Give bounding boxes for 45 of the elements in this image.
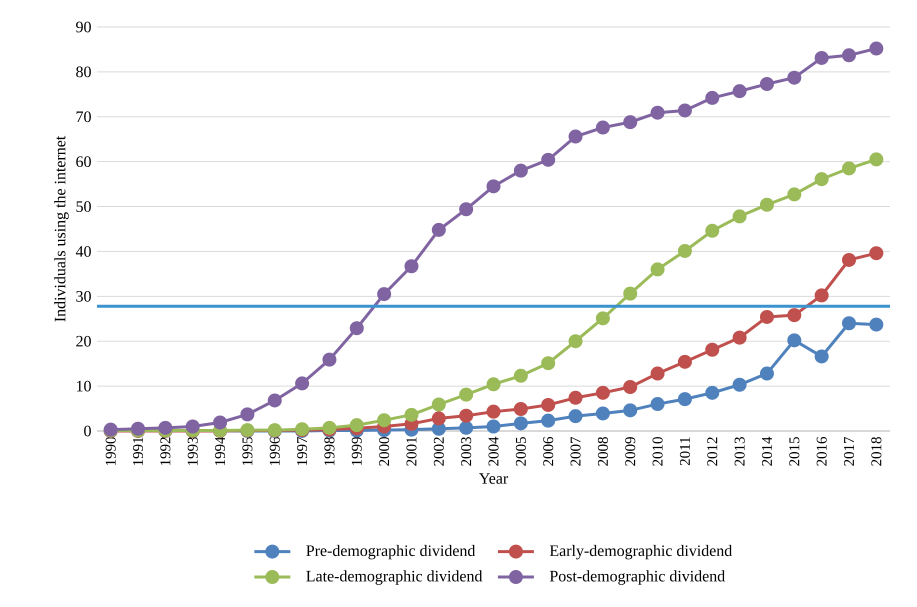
y-tick-label: 40 <box>76 246 91 257</box>
y-axis-title: Individuals using the internet <box>54 136 69 322</box>
x-tick-label: 1992 <box>160 437 170 466</box>
y-tick-label: 60 <box>76 156 91 168</box>
x-tick-label: 2014 <box>762 436 772 466</box>
y-tick-label: 30 <box>76 290 91 302</box>
x-tick-label: 1996 <box>270 436 280 466</box>
x-tick-label: 2001 <box>406 437 417 466</box>
y-tick-label: 50 <box>76 201 91 212</box>
x-tick-label: 2015 <box>789 437 800 466</box>
x-tick-label: 2010 <box>652 437 663 466</box>
x-axis-title: Year <box>478 473 508 484</box>
legend-label: Post-demographic dividend <box>550 570 725 585</box>
x-tick-label: 2007 <box>570 436 581 466</box>
x-tick-label: 2012 <box>707 437 718 466</box>
x-tick-label: 1997 <box>297 436 308 466</box>
x-tick-label: 2009 <box>625 437 636 466</box>
x-tick-label: 1995 <box>242 437 252 466</box>
x-tick-label: 2006 <box>543 436 554 466</box>
y-tick-label: 10 <box>76 380 91 392</box>
y-tick-label: 20 <box>76 336 91 347</box>
x-tick-label: 2017 <box>844 436 854 466</box>
x-tick-label: 1999 <box>352 437 362 466</box>
x-tick-label: 1993 <box>188 437 198 466</box>
legend-label: Pre-demographic dividend <box>306 544 476 560</box>
x-tick-label: 1998 <box>324 437 334 466</box>
x-tick-label: 1994 <box>215 436 226 466</box>
x-tick-label: 1990 <box>106 437 116 466</box>
x-tick-label: 2003 <box>461 437 472 466</box>
y-tick-label: 70 <box>76 111 91 122</box>
x-tick-label: 1991 <box>133 437 144 466</box>
y-tick-label: 90 <box>76 22 91 32</box>
legend-label: Early-demographic dividend <box>550 544 732 560</box>
x-tick-label: 2008 <box>598 437 608 466</box>
y-tick-label: 80 <box>76 66 91 78</box>
y-tick-label: 0 <box>84 426 91 436</box>
x-tick-label: 2013 <box>734 437 745 466</box>
x-tick-label: 2000 <box>379 437 390 466</box>
x-tick-label: 2005 <box>516 437 526 466</box>
x-tick-label: 2018 <box>871 437 882 466</box>
legend-label: Late-demographic dividend <box>306 570 482 585</box>
x-tick-label: 2016 <box>816 436 827 466</box>
x-tick-label: 2004 <box>488 436 499 466</box>
x-tick-label: 2011 <box>680 437 690 466</box>
x-tick-label: 2002 <box>434 437 444 466</box>
